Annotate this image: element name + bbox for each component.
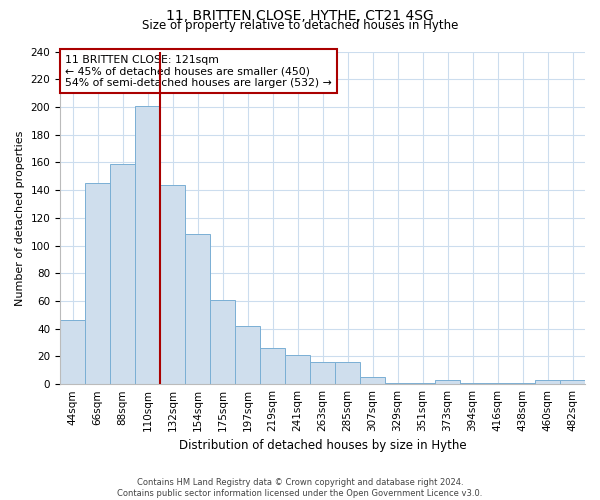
Bar [60, 320, 85, 384]
Bar [260, 348, 285, 384]
Bar [335, 362, 360, 384]
Bar [535, 380, 560, 384]
Bar [435, 380, 460, 384]
Bar [510, 383, 535, 384]
Bar [210, 300, 235, 384]
Bar [485, 383, 510, 384]
Text: Size of property relative to detached houses in Hythe: Size of property relative to detached ho… [142, 19, 458, 32]
Bar [410, 383, 435, 384]
Bar [285, 355, 310, 384]
Bar [185, 234, 210, 384]
Text: 11 BRITTEN CLOSE: 121sqm
← 45% of detached houses are smaller (450)
54% of semi-: 11 BRITTEN CLOSE: 121sqm ← 45% of detach… [65, 55, 332, 88]
Bar [135, 106, 160, 384]
Bar [560, 380, 585, 384]
Bar [160, 184, 185, 384]
Y-axis label: Number of detached properties: Number of detached properties [15, 130, 25, 306]
Bar [310, 362, 335, 384]
Bar [460, 383, 485, 384]
X-axis label: Distribution of detached houses by size in Hythe: Distribution of detached houses by size … [179, 440, 466, 452]
Bar [235, 326, 260, 384]
Bar [110, 164, 135, 384]
Bar [360, 377, 385, 384]
Bar [85, 183, 110, 384]
Bar [385, 383, 410, 384]
Text: 11, BRITTEN CLOSE, HYTHE, CT21 4SG: 11, BRITTEN CLOSE, HYTHE, CT21 4SG [166, 9, 434, 23]
Text: Contains HM Land Registry data © Crown copyright and database right 2024.
Contai: Contains HM Land Registry data © Crown c… [118, 478, 482, 498]
